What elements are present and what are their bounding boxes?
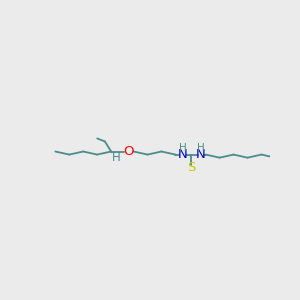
Text: H: H	[112, 151, 121, 164]
Text: N: N	[196, 148, 206, 161]
Text: H: H	[178, 143, 186, 153]
Text: O: O	[123, 145, 134, 158]
Text: N: N	[178, 148, 187, 161]
Text: S: S	[187, 161, 195, 174]
Text: H: H	[197, 143, 205, 153]
